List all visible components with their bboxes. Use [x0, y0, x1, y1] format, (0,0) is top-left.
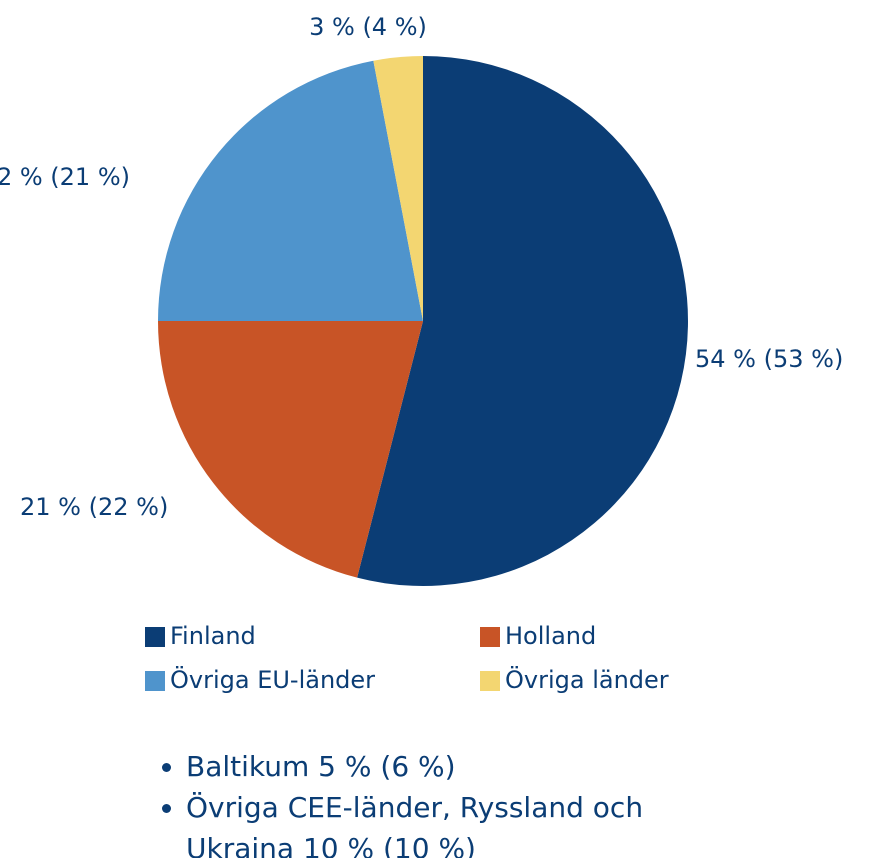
- data-label: 21 % (22 %): [20, 493, 168, 521]
- notes: Baltikum 5 % (6 %)Övriga CEE-länder, Rys…: [150, 746, 656, 858]
- legend-swatch: [480, 671, 500, 691]
- pie-slice: [158, 60, 423, 321]
- legend-label: Holland: [505, 622, 596, 650]
- note: Baltikum 5 % (6 %): [186, 746, 656, 787]
- legend-swatch: [480, 627, 500, 647]
- pie-slice: [373, 56, 423, 321]
- legend-swatch: [145, 671, 165, 691]
- legend-label: Övriga länder: [505, 665, 669, 694]
- data-label: 3 % (4 %): [309, 13, 427, 41]
- note: Övriga CEE-länder, Ryssland och Ukraina …: [186, 787, 656, 858]
- pie-slice: [357, 56, 688, 586]
- legend-label: Finland: [170, 622, 256, 650]
- legend-label: Övriga EU-länder: [170, 665, 375, 694]
- data-label: 22 % (21 %): [0, 163, 130, 191]
- legend-swatch: [145, 627, 165, 647]
- data-label: 54 % (53 %): [695, 345, 843, 373]
- pie-slice: [158, 321, 423, 578]
